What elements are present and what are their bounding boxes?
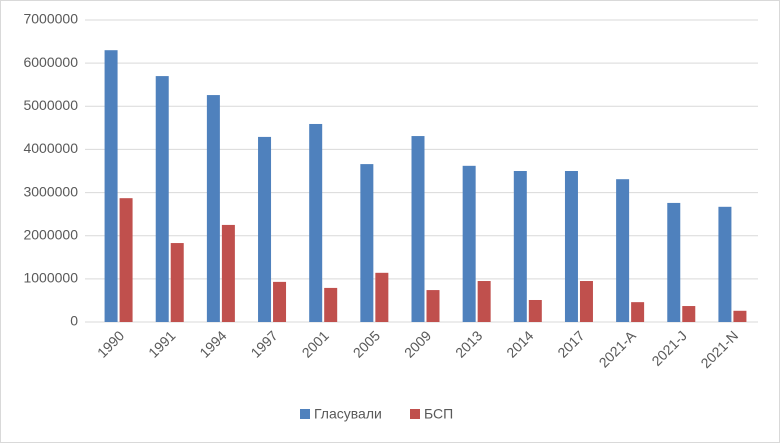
legend-label: БСП (424, 406, 453, 422)
bar (411, 136, 425, 322)
legend-swatch (410, 409, 420, 419)
bar (170, 243, 184, 322)
bar (564, 171, 578, 322)
bar (718, 206, 732, 322)
bar (155, 76, 169, 322)
bar (375, 272, 389, 322)
y-tick-label: 2000000 (23, 226, 78, 242)
y-tick-label: 7000000 (23, 11, 78, 27)
bar (733, 310, 747, 322)
bar (579, 281, 593, 322)
y-tick-label: 4000000 (23, 140, 78, 156)
y-tick-label: 0 (70, 313, 78, 329)
y-tick-label: 1000000 (23, 270, 78, 286)
bar (273, 281, 287, 322)
bar (360, 164, 374, 322)
bar (528, 299, 542, 322)
bar (682, 306, 696, 322)
bar (104, 50, 118, 322)
y-tick-label: 3000000 (23, 183, 78, 199)
bar (616, 179, 630, 322)
bar (631, 302, 645, 322)
bar (221, 224, 235, 322)
y-tick-label: 5000000 (23, 97, 78, 113)
bar (309, 123, 323, 322)
bar (324, 287, 338, 322)
legend-swatch (300, 409, 310, 419)
legend-label: Гласували (314, 406, 382, 422)
bar (258, 136, 272, 322)
y-tick-label: 6000000 (23, 54, 78, 70)
bar (462, 165, 476, 322)
bar (206, 95, 220, 322)
bar (119, 198, 133, 322)
bar (477, 281, 491, 322)
bar (513, 171, 527, 322)
bar (667, 202, 681, 322)
bar (426, 290, 440, 322)
